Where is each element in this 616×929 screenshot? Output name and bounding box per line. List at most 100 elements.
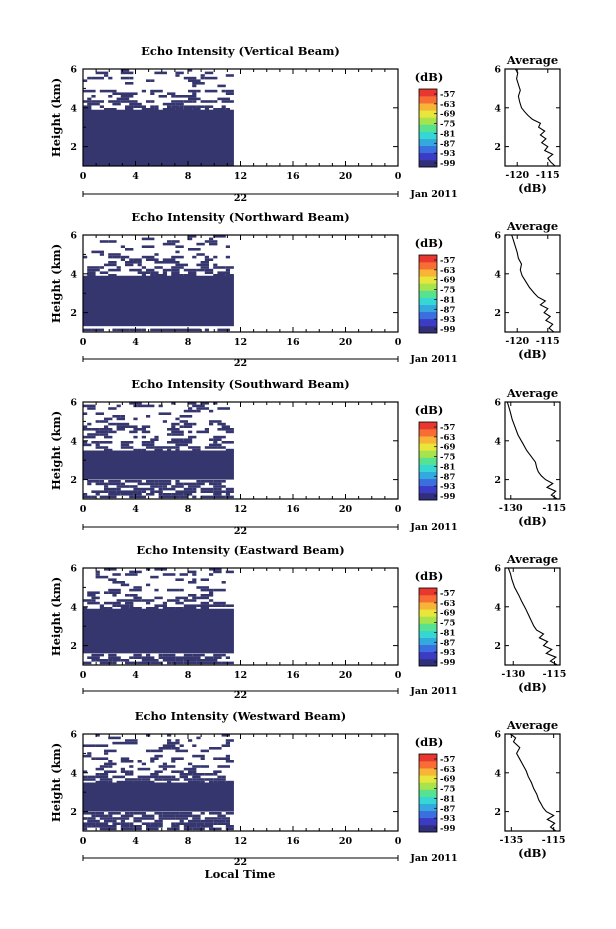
heatmap-cell bbox=[146, 258, 159, 261]
heatmap-cell bbox=[217, 757, 230, 760]
heatmap-cell bbox=[213, 656, 222, 659]
heatmap-cell bbox=[116, 266, 121, 269]
heatmap-cell bbox=[209, 568, 222, 571]
heatmap-cell bbox=[146, 268, 155, 272]
heatmap-cell bbox=[192, 744, 197, 747]
heatmap-cell bbox=[192, 653, 205, 657]
heatmap-cell bbox=[108, 274, 117, 277]
heatmap-cell bbox=[221, 775, 226, 779]
heatmap-cell bbox=[213, 235, 226, 238]
heatmap-cell bbox=[108, 656, 121, 659]
heatmap-cell bbox=[179, 495, 188, 499]
heatmap-cell bbox=[133, 653, 142, 657]
heatmap-cell bbox=[95, 812, 104, 815]
heatmap-cell bbox=[137, 480, 142, 483]
heatmap-cell bbox=[95, 443, 100, 447]
heatmap-cell bbox=[171, 757, 184, 760]
heatmap-cell bbox=[183, 487, 193, 491]
heatmap-cell bbox=[209, 594, 214, 597]
profile-title: Average bbox=[506, 552, 558, 566]
profile-x-label: (dB) bbox=[518, 846, 547, 860]
heatmap-cell bbox=[129, 268, 142, 272]
heatmap-cell bbox=[137, 760, 142, 763]
heatmap-cell bbox=[154, 266, 163, 269]
heatmap-solid-layer bbox=[83, 450, 234, 480]
profile-frame bbox=[504, 733, 561, 832]
heatmap-cell bbox=[183, 653, 193, 657]
date-label: Jan 2011 bbox=[409, 853, 457, 864]
heatmap-cell bbox=[154, 448, 163, 452]
colorbar-tick-label: -63 bbox=[440, 266, 455, 276]
heatmap-cell bbox=[175, 578, 184, 581]
heatmap-cell bbox=[171, 268, 180, 272]
colorbar-segment bbox=[419, 782, 437, 790]
heatmap-cell bbox=[188, 438, 193, 441]
heatmap-cell bbox=[162, 767, 167, 771]
heatmap-cell bbox=[204, 255, 209, 259]
heatmap-cell bbox=[154, 253, 159, 256]
heatmap-cell bbox=[146, 79, 151, 82]
profile-frame bbox=[504, 401, 561, 500]
heatmap-cell bbox=[196, 661, 209, 665]
heatmap-cell bbox=[91, 328, 96, 332]
x-tick-label: 20 bbox=[339, 504, 353, 515]
heatmap-cell bbox=[217, 775, 222, 779]
heatmap-cell bbox=[158, 775, 172, 779]
date-tick-label: 22 bbox=[234, 358, 247, 369]
heatmap-cell bbox=[83, 778, 96, 781]
heatmap-cell bbox=[137, 661, 151, 665]
heatmap-cell bbox=[213, 601, 226, 605]
heatmap-cell bbox=[200, 757, 205, 760]
heatmap-cell bbox=[83, 754, 92, 758]
heatmap-cell bbox=[146, 583, 151, 587]
heatmap-cell bbox=[108, 490, 117, 493]
heatmap-cell bbox=[225, 495, 234, 499]
colorbar-segment bbox=[419, 775, 437, 783]
profile-x-tick-label: -115 bbox=[542, 835, 566, 846]
heatmap-cell bbox=[213, 266, 226, 269]
heatmap-cell bbox=[150, 271, 159, 274]
heatmap-cell bbox=[125, 425, 138, 428]
heatmap-cell bbox=[112, 604, 117, 607]
heatmap-cell bbox=[162, 328, 167, 332]
heatmap-cell bbox=[175, 74, 180, 77]
heatmap-cell bbox=[125, 100, 138, 103]
colorbar-segment bbox=[419, 422, 437, 430]
heatmap-cell bbox=[112, 819, 117, 823]
panel-5: Echo Intensity (Westward Beam) 0 4 8 12 16 20 0… bbox=[49, 709, 566, 868]
heatmap-cell bbox=[167, 599, 180, 602]
heatmap-cell bbox=[108, 407, 117, 410]
heatmap-cell bbox=[158, 487, 163, 491]
heatmap-cell bbox=[146, 482, 155, 486]
colorbar-segment bbox=[419, 464, 437, 472]
heatmap-cell bbox=[108, 760, 113, 763]
colorbar-tick-label: -81 bbox=[440, 295, 455, 305]
heatmap-cell bbox=[87, 274, 96, 277]
x-tick-label: 20 bbox=[339, 337, 353, 348]
heatmap-cell bbox=[225, 487, 234, 491]
heatmap-cell bbox=[183, 438, 188, 441]
heatmap-cell bbox=[225, 448, 234, 452]
y-axis-label: Height (km) bbox=[49, 577, 63, 656]
heatmap-cell bbox=[129, 604, 134, 607]
heatmap-cell bbox=[133, 780, 146, 784]
heatmap-cell bbox=[179, 425, 184, 428]
heatmap-cell bbox=[87, 407, 96, 410]
heatmap-cell bbox=[108, 430, 117, 434]
heatmap-cell bbox=[154, 261, 167, 264]
profile-y-tick-label: 2 bbox=[494, 807, 501, 818]
heatmap-cell bbox=[209, 604, 222, 607]
heatmap-cell bbox=[125, 82, 134, 85]
heatmap-cell bbox=[83, 105, 92, 108]
heatmap-cell bbox=[146, 827, 159, 831]
colorbar-unit: (dB) bbox=[415, 236, 444, 250]
x-tick-label: 8 bbox=[185, 836, 192, 847]
heatmap-cell bbox=[141, 441, 151, 444]
heatmap-cell bbox=[83, 404, 96, 408]
heatmap-cell bbox=[213, 441, 218, 444]
heatmap-cell bbox=[183, 409, 197, 413]
heatmap-cell bbox=[150, 760, 155, 763]
heatmap-cell bbox=[95, 814, 109, 818]
heatmap-cell bbox=[95, 575, 109, 579]
